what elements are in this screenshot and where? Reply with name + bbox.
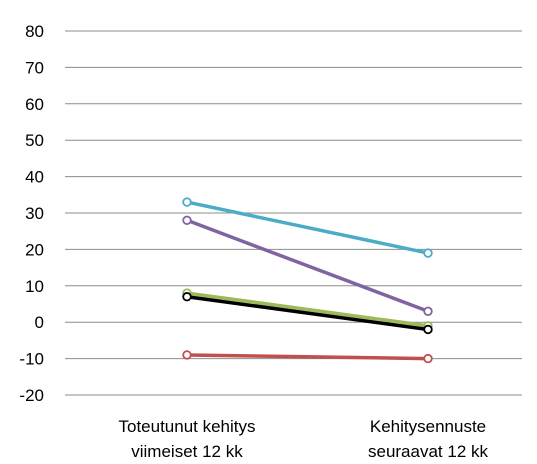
- y-tick-label: 30: [25, 204, 44, 223]
- series-line-2: [185, 291, 430, 328]
- y-tick-label: -20: [19, 386, 44, 405]
- x-category-label: seuraavat 12 kk: [368, 442, 489, 461]
- series-line-1: [185, 218, 430, 314]
- data-point-3-0: [182, 292, 192, 302]
- y-tick-label: 0: [35, 313, 44, 332]
- y-tick-label: 60: [25, 95, 44, 114]
- series-lines: [182, 197, 433, 364]
- data-point-1-0: [182, 215, 192, 225]
- x-category-label: viimeiset 12 kk: [131, 442, 243, 461]
- y-axis-tick-labels: 80 70 60 50 40 30 20 10 0 -10 -20: [19, 22, 44, 405]
- data-point-0-1: [423, 248, 433, 258]
- series-0: [182, 197, 433, 258]
- series-4: [182, 350, 433, 364]
- y-tick-label: 70: [25, 58, 44, 77]
- series-line-4: [185, 353, 430, 361]
- y-tick-label: 40: [25, 168, 44, 187]
- x-axis-category-labels: Toteutunut kehitys viimeiset 12 kk Kehitys…: [118, 417, 488, 461]
- x-category-label: Kehitysennuste: [370, 417, 486, 436]
- data-point-4-0: [182, 350, 192, 360]
- data-point-0-0: [182, 197, 192, 207]
- x-category-label: Toteutunut kehitys: [118, 417, 255, 436]
- series-line-0: [185, 200, 430, 255]
- gridlines: [65, 30, 522, 396]
- series-line-3: [185, 294, 430, 332]
- series-3: [182, 292, 433, 335]
- y-tick-label: 20: [25, 240, 44, 259]
- data-point-1-1: [423, 306, 433, 316]
- series-1: [182, 215, 433, 316]
- data-point-4-1: [423, 353, 433, 364]
- y-tick-label: -10: [19, 350, 44, 369]
- y-tick-label: 50: [25, 131, 44, 150]
- data-point-3-1: [423, 324, 433, 335]
- y-tick-label: 10: [25, 277, 44, 296]
- y-tick-label: 80: [25, 22, 44, 41]
